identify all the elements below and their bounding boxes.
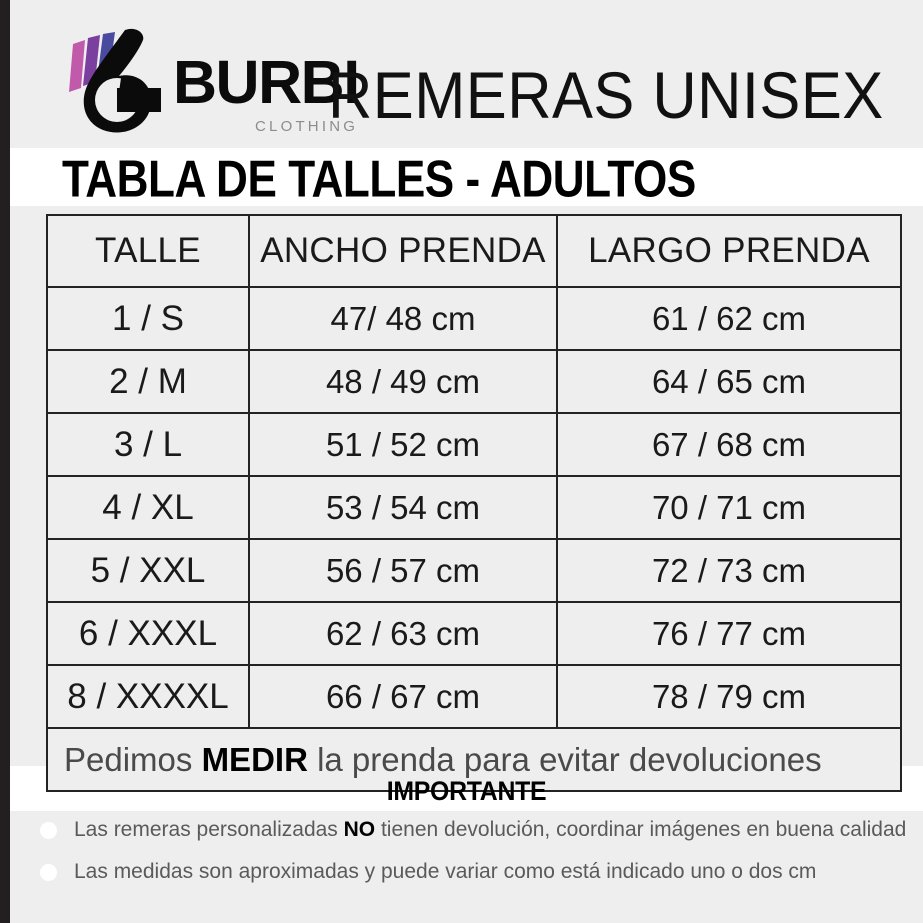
list-item: Las medidas son aproximadas y puede vari… [26, 858, 913, 886]
brand-logo: BURBI CLOTHING [55, 26, 360, 136]
cell-largo: 67 / 68 cm [556, 412, 902, 477]
note-text-after: tienen devolución, coordinar imágenes en… [375, 818, 907, 841]
section-subtitle: TABLA DE TALLES - ADULTOS [62, 151, 696, 209]
cell-talle: 1 / S [46, 286, 250, 351]
table-row: 2 / M 48 / 49 cm 64 / 65 cm [46, 349, 902, 414]
cell-largo: 64 / 65 cm [556, 349, 902, 414]
cell-largo: 61 / 62 cm [556, 286, 902, 351]
cell-ancho: 56 / 57 cm [248, 538, 558, 603]
cell-talle: 2 / M [46, 349, 250, 414]
important-heading: IMPORTANTE [386, 776, 547, 806]
bullet-icon [40, 864, 57, 882]
bullet-icon [40, 822, 57, 839]
page-header: BURBI CLOTHING REMERAS UNISEX [10, 0, 923, 148]
measure-advice-note: Pedimos MEDIR la prenda para evitar devo… [46, 727, 902, 792]
note-text-before: Las remeras personalizadas [74, 818, 344, 841]
cell-ancho: 62 / 63 cm [248, 601, 558, 666]
cell-ancho: 66 / 67 cm [248, 664, 558, 729]
note-emphasis: NO [343, 818, 376, 841]
note-text-before: Las medidas son aproximadas y puede vari… [74, 860, 817, 884]
table-body: 1 / S 47/ 48 cm 61 / 62 cm 2 / M 48 / 49… [46, 286, 902, 792]
background-band-white-subtitle [10, 148, 923, 206]
important-notes-list: Las remeras personalizadas NO tienen dev… [26, 816, 913, 901]
cell-ancho: 48 / 49 cm [248, 349, 558, 414]
burbi-b-monogram-icon [69, 28, 161, 133]
cell-ancho: 53 / 54 cm [248, 475, 558, 540]
column-header-talle: TALLE [46, 214, 250, 288]
cell-talle: 8 / XXXXL [46, 664, 250, 729]
size-chart-table: TALLE ANCHO PRENDA LARGO PRENDA 1 / S 47… [46, 214, 902, 792]
cell-largo: 72 / 73 cm [556, 538, 902, 603]
table-row: 3 / L 51 / 52 cm 67 / 68 cm [46, 412, 902, 477]
table-row: 8 / XXXXL 66 / 67 cm 78 / 79 cm [46, 664, 902, 729]
column-header-largo: LARGO PRENDA [556, 214, 902, 288]
table-row: 5 / XXL 56 / 57 cm 72 / 73 cm [46, 538, 902, 603]
table-row: 1 / S 47/ 48 cm 61 / 62 cm [46, 286, 902, 351]
cell-largo: 70 / 71 cm [556, 475, 902, 540]
cell-talle: 5 / XXL [46, 538, 250, 603]
cell-ancho: 51 / 52 cm [248, 412, 558, 477]
brand-tagline: CLOTHING [255, 118, 359, 135]
table-row: 6 / XXXL 62 / 63 cm 76 / 77 cm [46, 601, 902, 666]
note-emphasis: MEDIR [201, 740, 308, 778]
column-header-ancho: ANCHO PRENDA [248, 214, 558, 288]
list-item: Las remeras personalizadas NO tienen dev… [26, 816, 913, 844]
table-row: 4 / XL 53 / 54 cm 70 / 71 cm [46, 475, 902, 540]
background-band-notes [10, 811, 923, 923]
note-text-before: Pedimos [64, 740, 202, 778]
page-title: REMERAS UNISEX [328, 58, 884, 132]
background-band-top [10, 0, 923, 148]
table-footer-note-row: Pedimos MEDIR la prenda para evitar devo… [46, 727, 902, 792]
cell-ancho: 47/ 48 cm [248, 286, 558, 351]
cell-talle: 3 / L [46, 412, 250, 477]
cell-talle: 6 / XXXL [46, 601, 250, 666]
cell-largo: 76 / 77 cm [556, 601, 902, 666]
cell-largo: 78 / 79 cm [556, 664, 902, 729]
brand-name: BURBI [173, 48, 360, 116]
note-text-after: la prenda para evitar devoluciones [307, 740, 822, 778]
cell-talle: 4 / XL [46, 475, 250, 540]
table-header-row: TALLE ANCHO PRENDA LARGO PRENDA [46, 214, 902, 288]
